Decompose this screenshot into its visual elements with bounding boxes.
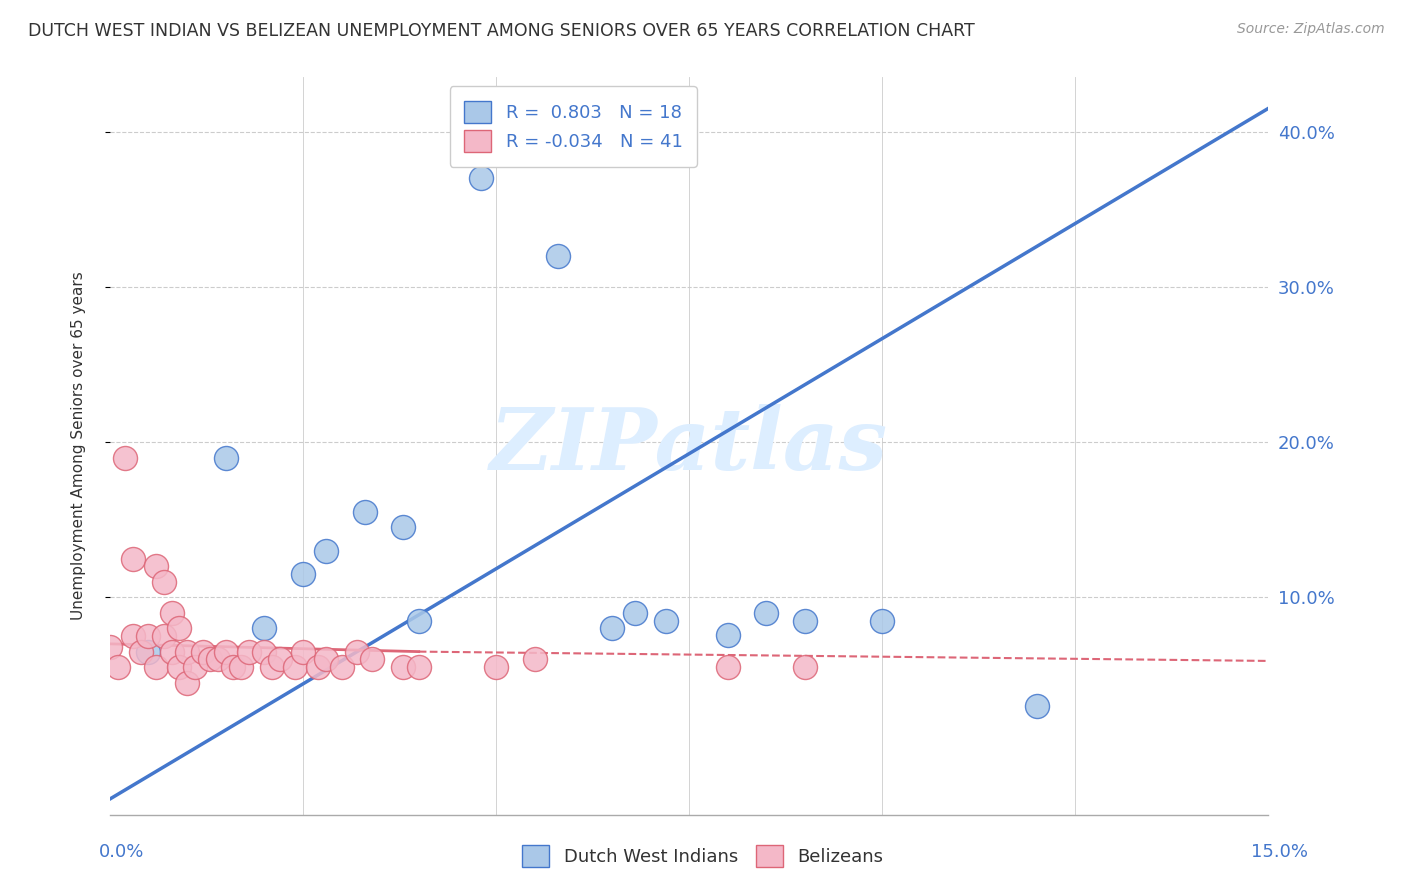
Point [114,450,136,465]
Point [253,621,276,635]
Point [291,567,314,582]
Point [107,660,129,674]
Point [145,559,167,574]
Point [145,660,167,674]
Text: DUTCH WEST INDIAN VS BELIZEAN UNEMPLOYMENT AMONG SENIORS OVER 65 YEARS CORRELATI: DUTCH WEST INDIAN VS BELIZEAN UNEMPLOYME… [28,22,974,40]
Point [353,505,375,519]
Point [238,645,260,659]
Legend: R =  0.803   N = 18, R = -0.034   N = 41: R = 0.803 N = 18, R = -0.034 N = 41 [450,87,697,167]
Point [138,629,160,643]
Point [717,660,740,674]
Point [169,621,191,635]
Text: ZIPatlas: ZIPatlas [489,404,889,488]
Point [160,606,183,620]
Point [793,660,815,674]
Point [315,543,337,558]
Point [253,645,276,659]
Point [169,660,191,674]
Point [717,627,740,641]
Point [755,606,778,620]
Point [222,660,245,674]
Point [160,645,183,659]
Point [98,640,121,654]
Point [346,645,368,659]
Point [408,614,430,628]
Point [523,652,546,666]
Point [184,660,207,674]
Y-axis label: Unemployment Among Seniors over 65 years: Unemployment Among Seniors over 65 years [72,272,86,620]
Point [215,450,238,465]
Point [291,645,314,659]
Point [330,660,353,674]
Point [470,171,492,186]
Point [284,660,307,674]
Point [392,660,415,674]
Point [408,660,430,674]
Point [600,621,623,635]
Legend: Dutch West Indians, Belizeans: Dutch West Indians, Belizeans [515,838,891,874]
Point [191,645,214,659]
Text: Source: ZipAtlas.com: Source: ZipAtlas.com [1237,22,1385,37]
Point [200,652,222,666]
Point [655,614,678,628]
Point [215,645,238,659]
Point [176,645,198,659]
Point [485,660,508,674]
Point [138,645,160,659]
Point [260,660,283,674]
Point [624,606,647,620]
Point [870,614,893,628]
Point [153,629,176,643]
Point [269,652,291,666]
Point [392,520,415,534]
Text: 15.0%: 15.0% [1250,843,1308,861]
Point [122,551,145,566]
Point [153,574,176,589]
Point [315,652,337,666]
Point [547,249,569,263]
Point [129,645,152,659]
Point [1025,698,1047,713]
Point [361,652,384,666]
Text: 0.0%: 0.0% [98,843,143,861]
Point [122,629,145,643]
Point [307,660,329,674]
Point [793,614,815,628]
Point [207,652,229,666]
Point [176,675,198,690]
Point [229,660,252,674]
